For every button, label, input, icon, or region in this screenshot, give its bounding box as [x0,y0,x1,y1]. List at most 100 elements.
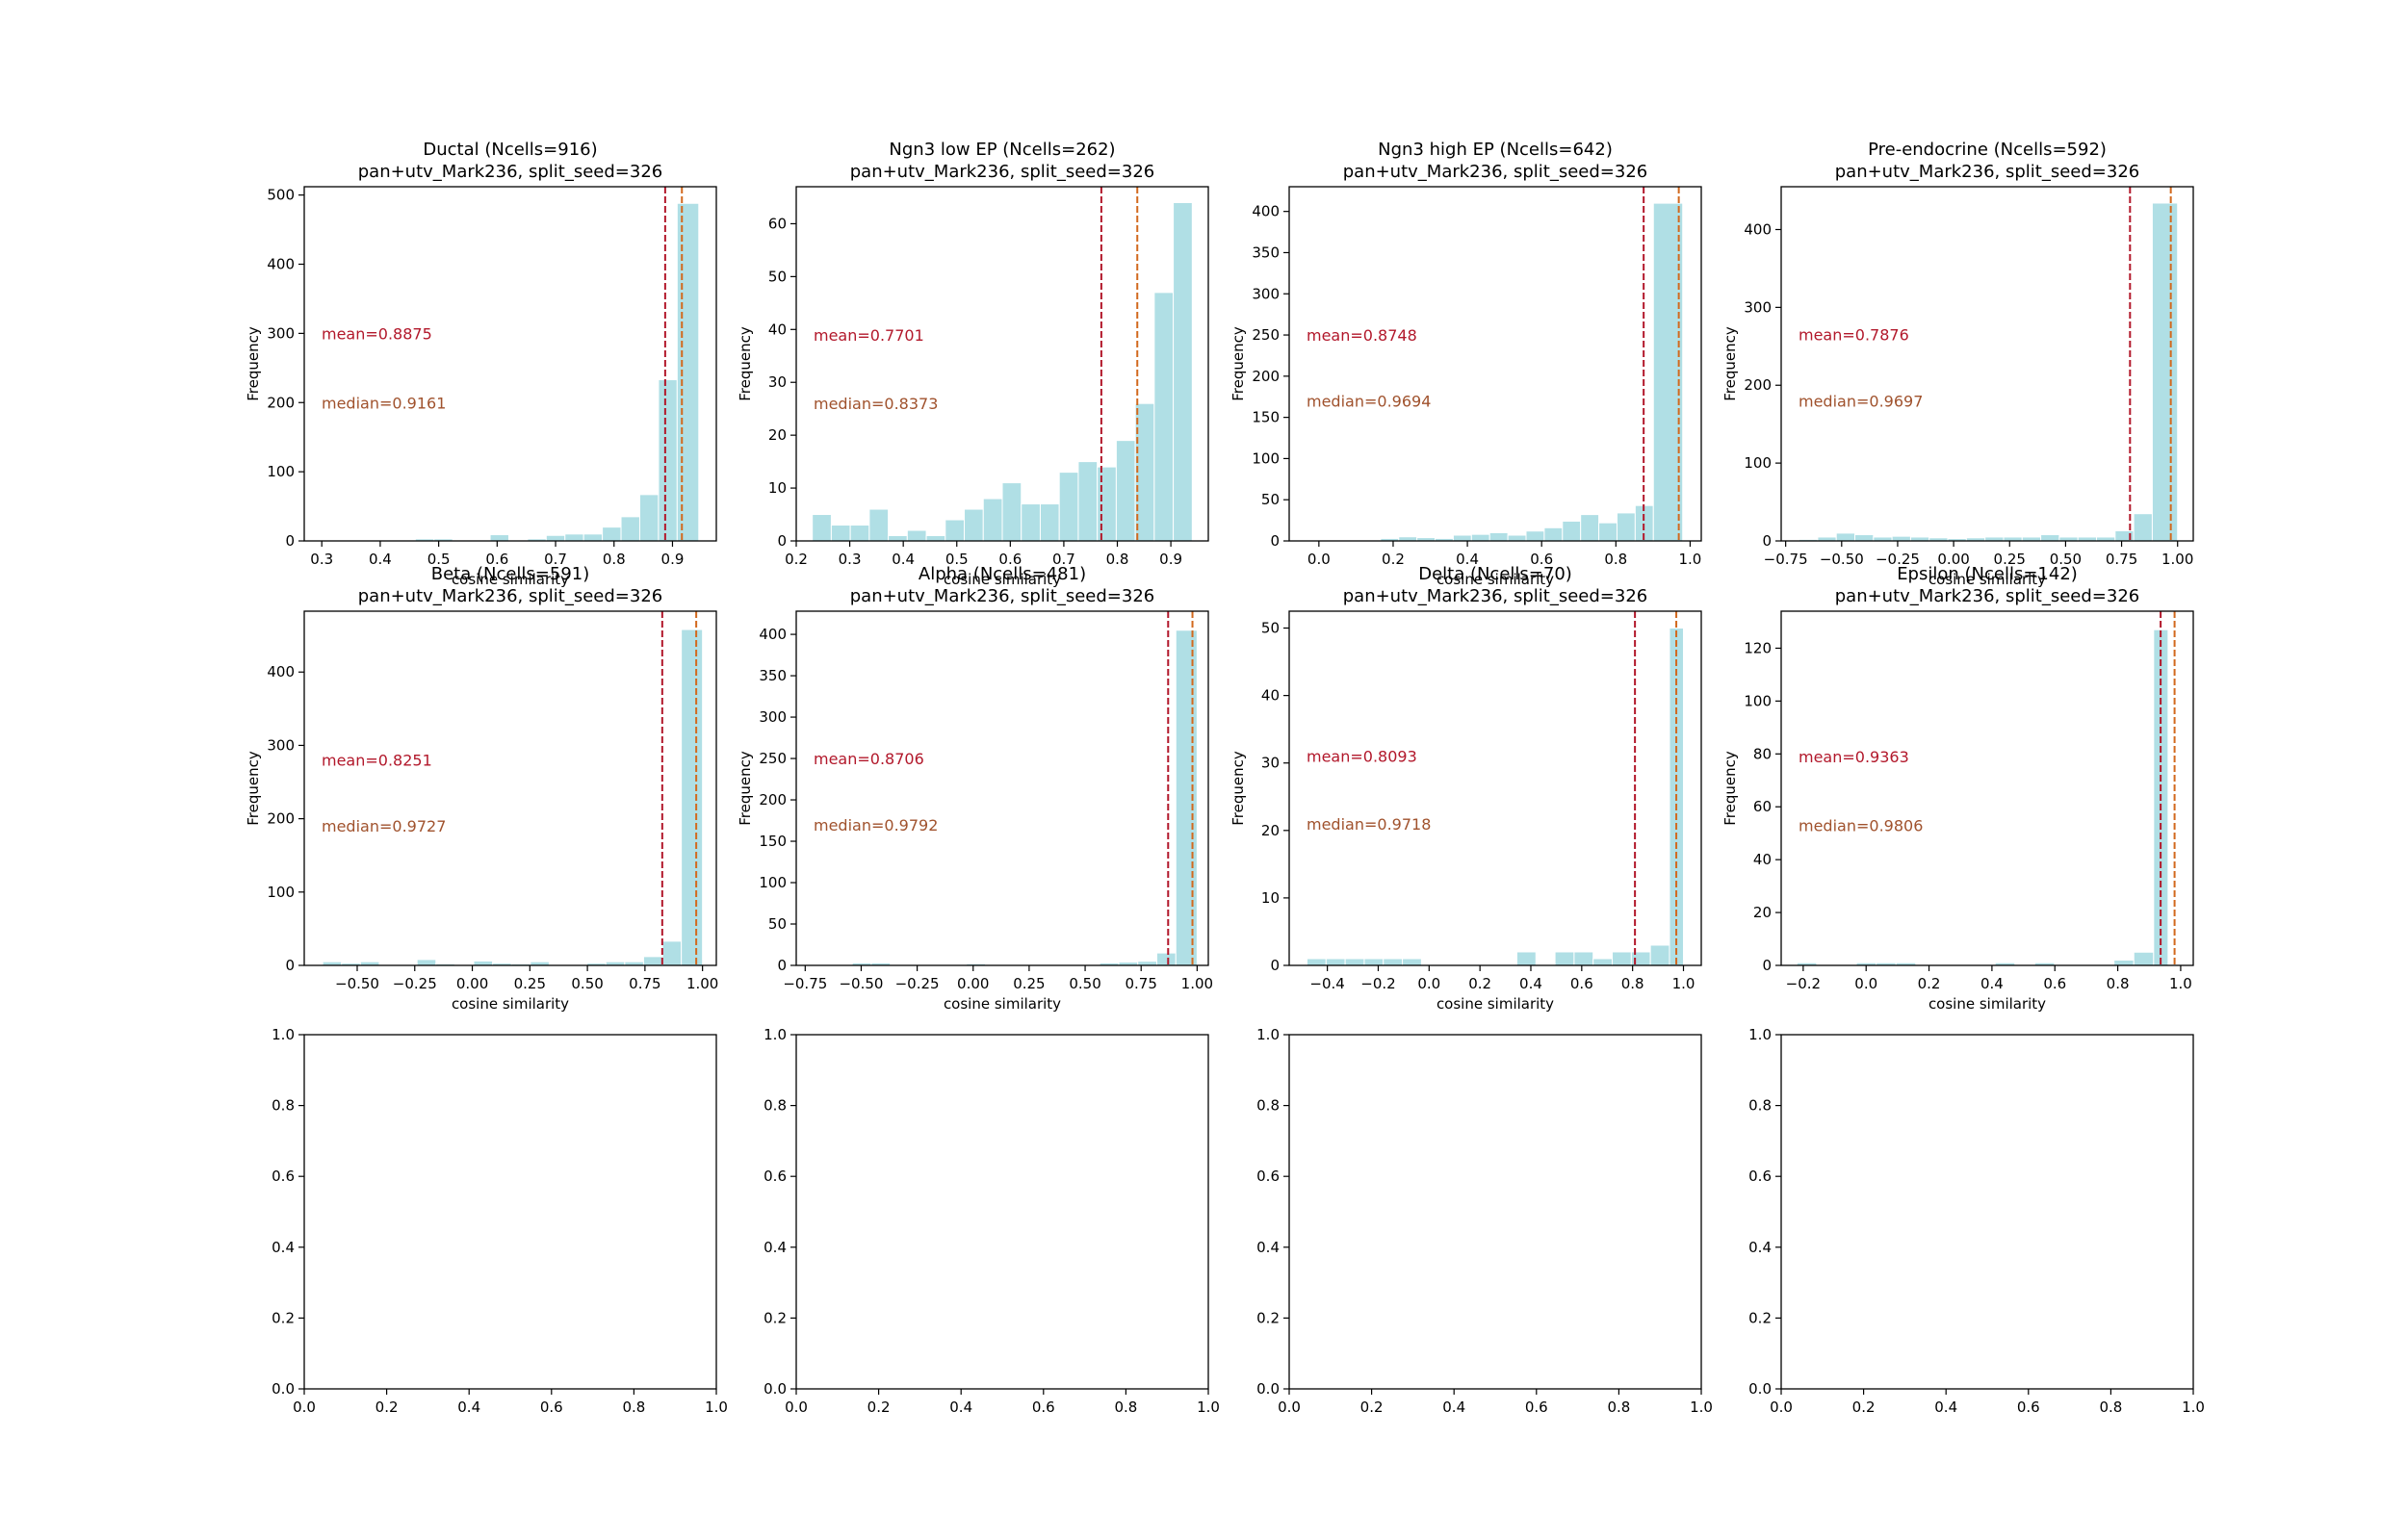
histogram-bar [1525,530,1545,542]
histogram-bar [473,960,494,966]
subplot-title: Delta (Ncells=70) [1418,564,1572,584]
y-tick-label: 50 [1261,620,1280,637]
x-tick-label: 0.75 [2106,551,2137,568]
x-tick-label: 0.00 [456,975,488,992]
x-tick-label: 0.4 [1519,975,1542,992]
histogram-bar [1115,440,1136,542]
y-tick-label: 300 [759,708,787,726]
histogram-bar [925,535,946,542]
histogram-bar [1612,951,1632,966]
subplot-subtitle: pan+utv_Mark236, split_seed=326 [1343,162,1648,182]
y-tick-label: 500 [267,187,295,204]
histogram-bar [638,494,660,542]
x-tick-label: 0.8 [622,1399,645,1416]
y-tick-label: 0.8 [1256,1097,1280,1115]
histogram-bar [812,514,832,542]
y-tick-label: 200 [759,791,787,808]
histogram-bar [1021,503,1041,542]
y-tick-label: 0.4 [1748,1239,1772,1256]
subplot-subtitle: pan+utv_Mark236, split_seed=326 [358,162,663,182]
x-tick-label: 0.8 [2099,1399,2122,1416]
x-tick-label: −0.75 [1764,551,1808,568]
subplot-7: mean=0.8093 median=0.9718 −0.4 −0.2 0.0 0.2 0.… [1229,564,1702,1013]
histogram-bar [642,956,663,966]
x-tick-label: 0.8 [2107,975,2130,992]
histogram-bar [1507,534,1527,542]
y-tick-label: 0 [285,957,295,974]
histogram-bar [1649,944,1670,966]
y-tick-label: 0.6 [764,1168,787,1185]
y-tick-label: 250 [1252,326,1280,344]
x-tick-label: 0.3 [839,551,862,568]
histogram-bar [1402,958,1422,966]
x-tick-label: 0.6 [1530,551,1553,568]
y-tick-label: 10 [1261,889,1280,907]
x-tick-label: −0.75 [783,975,827,992]
y-tick-label: 20 [1261,822,1280,839]
subplot-8: mean=0.9363 median=0.9806 −0.2 0.0 0.2 0.4 0.6… [1721,564,2194,1013]
y-tick-label: 300 [267,324,295,342]
x-tick-label: −0.50 [335,975,379,992]
y-tick-label: 30 [1261,755,1280,772]
subplot-title: Beta (Ncells=591) [431,564,590,584]
x-tick-label: 0.9 [661,551,685,568]
y-axis-label: Frequency [1721,751,1739,826]
y-tick-label: 100 [759,874,787,891]
y-tick-label: 200 [267,810,295,828]
y-tick-label: 400 [1252,203,1280,220]
x-tick-label: 0.6 [2017,1399,2040,1416]
subplot-subtitle: pan+utv_Mark236, split_seed=326 [1835,586,2140,606]
x-tick-label: 1.00 [686,975,718,992]
histogram-bar [1592,958,1614,966]
histogram-bar [1580,514,1600,542]
x-tick-label: 0.0 [1770,1399,1793,1416]
histogram-bar [658,379,678,542]
y-axis-label: Frequency [1229,751,1247,826]
x-tick-label: 0.8 [1106,551,1129,568]
x-tick-label: −0.25 [895,975,940,992]
x-axis-label: cosine similarity [944,571,1061,588]
x-tick-label: 0.0 [785,1399,808,1416]
histogram-bar [602,526,622,542]
histogram-bar [906,529,927,542]
x-tick-label: 0.0 [1854,975,1877,992]
subplot-title: Ductal (Ncells=916) [423,140,597,160]
x-tick-label: 0.6 [485,551,508,568]
mean-annotation: mean=0.9363 [1799,748,1909,766]
y-tick-label: 0.6 [272,1168,295,1185]
y-tick-label: 400 [267,663,295,680]
subplot-5: mean=0.8251 median=0.9727 −0.50 −0.25 0.00 0.… [245,564,718,1013]
y-tick-label: 30 [768,373,787,391]
y-tick-label: 0.8 [1748,1097,1772,1115]
x-tick-label: 0.5 [945,551,969,568]
histogram-bar [1156,952,1177,966]
y-tick-label: 100 [1744,692,1772,709]
subplot-4: mean=0.7876 median=0.9697 −0.75 −0.50 −0.25 0… [1721,140,2194,588]
x-tick-label: −0.4 [1309,975,1344,992]
x-tick-label: −0.25 [1876,551,1920,568]
histogram-bar [1175,629,1198,966]
x-tick-label: 0.5 [427,551,451,568]
subplot-subtitle: pan+utv_Mark236, split_seed=326 [358,586,663,606]
y-tick-label: 0.8 [764,1097,787,1115]
subplot-10: 0.0 0.2 0.4 0.6 0.8 1.0 0.0 0.2 0.4 0.6 0.8 1.0 [764,1026,1220,1416]
mean-annotation: mean=0.8875 [322,324,432,343]
mean-annotation: mean=0.8093 [1307,748,1417,766]
y-tick-label: 150 [1252,409,1280,426]
histogram-bar [1077,461,1099,542]
axes-frame [795,610,1209,966]
axes-frame [1288,610,1702,966]
x-tick-label: 0.2 [1382,551,1405,568]
y-tick-label: 0.0 [1748,1380,1772,1398]
y-tick-label: 0.4 [1256,1239,1280,1256]
y-axis-label: Frequency [737,751,754,826]
subplot-subtitle: pan+utv_Mark236, split_seed=326 [1835,162,2140,182]
x-tick-label: 0.2 [1918,975,1941,992]
x-tick-label: 0.6 [1570,975,1593,992]
mean-annotation: mean=0.8706 [814,750,924,768]
mean-annotation: mean=0.8251 [322,752,432,770]
axes-frame [795,1034,1209,1390]
y-tick-label: 1.0 [764,1026,787,1043]
y-tick-label: 350 [1252,244,1280,261]
